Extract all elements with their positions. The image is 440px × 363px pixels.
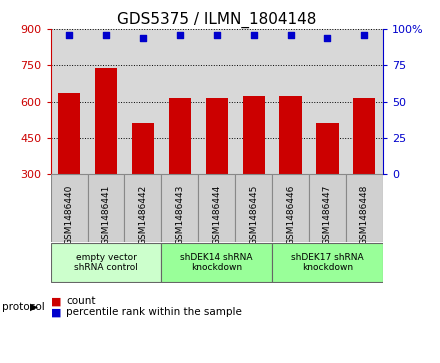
Point (66, 32, 73, 38)
Text: GSM1486443: GSM1486443 (175, 184, 184, 245)
Bar (125, 174, 161, 242)
Text: GSM1486447: GSM1486447 (323, 184, 332, 245)
Text: shDEK14 shRNA
knockdown: shDEK14 shRNA knockdown (180, 253, 253, 272)
Text: GSM1486444: GSM1486444 (212, 184, 221, 245)
Bar (198, 29, 235, 174)
Text: ▶: ▶ (30, 302, 38, 312)
Title: GDS5375 / ILMN_1804148: GDS5375 / ILMN_1804148 (117, 12, 316, 28)
Bar (346, 29, 383, 174)
Bar (51, 174, 88, 242)
Point (250, 32, 257, 38)
Bar (51, 29, 88, 174)
Text: GSM1486446: GSM1486446 (286, 184, 295, 245)
Bar (88, 174, 125, 242)
Text: shDEK17 shRNA
knockdown: shDEK17 shRNA knockdown (291, 253, 364, 272)
Point (324, 35, 331, 41)
Point (361, 32, 368, 38)
Bar (272, 29, 309, 174)
Bar (242, 95, 265, 174)
Bar (309, 29, 346, 174)
Bar (235, 29, 272, 174)
Bar (95, 68, 117, 174)
Bar (205, 98, 228, 174)
Bar (198, 174, 235, 242)
Text: protocol: protocol (2, 302, 45, 312)
Text: GSM1486441: GSM1486441 (102, 184, 110, 245)
Text: GSM1486442: GSM1486442 (138, 184, 147, 245)
Bar (316, 123, 338, 174)
Text: GSM1486445: GSM1486445 (249, 184, 258, 245)
Bar (161, 174, 198, 242)
Bar (279, 95, 301, 174)
Bar (161, 29, 198, 174)
Point (213, 32, 220, 38)
Point (176, 32, 183, 38)
Point (139, 35, 147, 41)
Bar (272, 243, 383, 282)
Bar (235, 174, 272, 242)
Point (287, 32, 294, 38)
Bar (125, 29, 161, 174)
Bar (88, 29, 125, 174)
Bar (169, 98, 191, 174)
Text: count: count (66, 296, 95, 306)
Bar (346, 174, 383, 242)
Text: empty vector
shRNA control: empty vector shRNA control (74, 253, 138, 272)
Bar (272, 174, 309, 242)
Bar (309, 174, 346, 242)
Bar (353, 98, 375, 174)
Text: ■: ■ (51, 296, 61, 306)
Bar (132, 123, 154, 174)
Bar (58, 93, 80, 174)
Text: GSM1486440: GSM1486440 (65, 184, 73, 245)
Text: percentile rank within the sample: percentile rank within the sample (66, 307, 242, 317)
Bar (51, 243, 161, 282)
Point (103, 32, 110, 38)
Text: GSM1486448: GSM1486448 (360, 184, 369, 245)
Bar (161, 243, 272, 282)
Text: ■: ■ (51, 307, 61, 317)
